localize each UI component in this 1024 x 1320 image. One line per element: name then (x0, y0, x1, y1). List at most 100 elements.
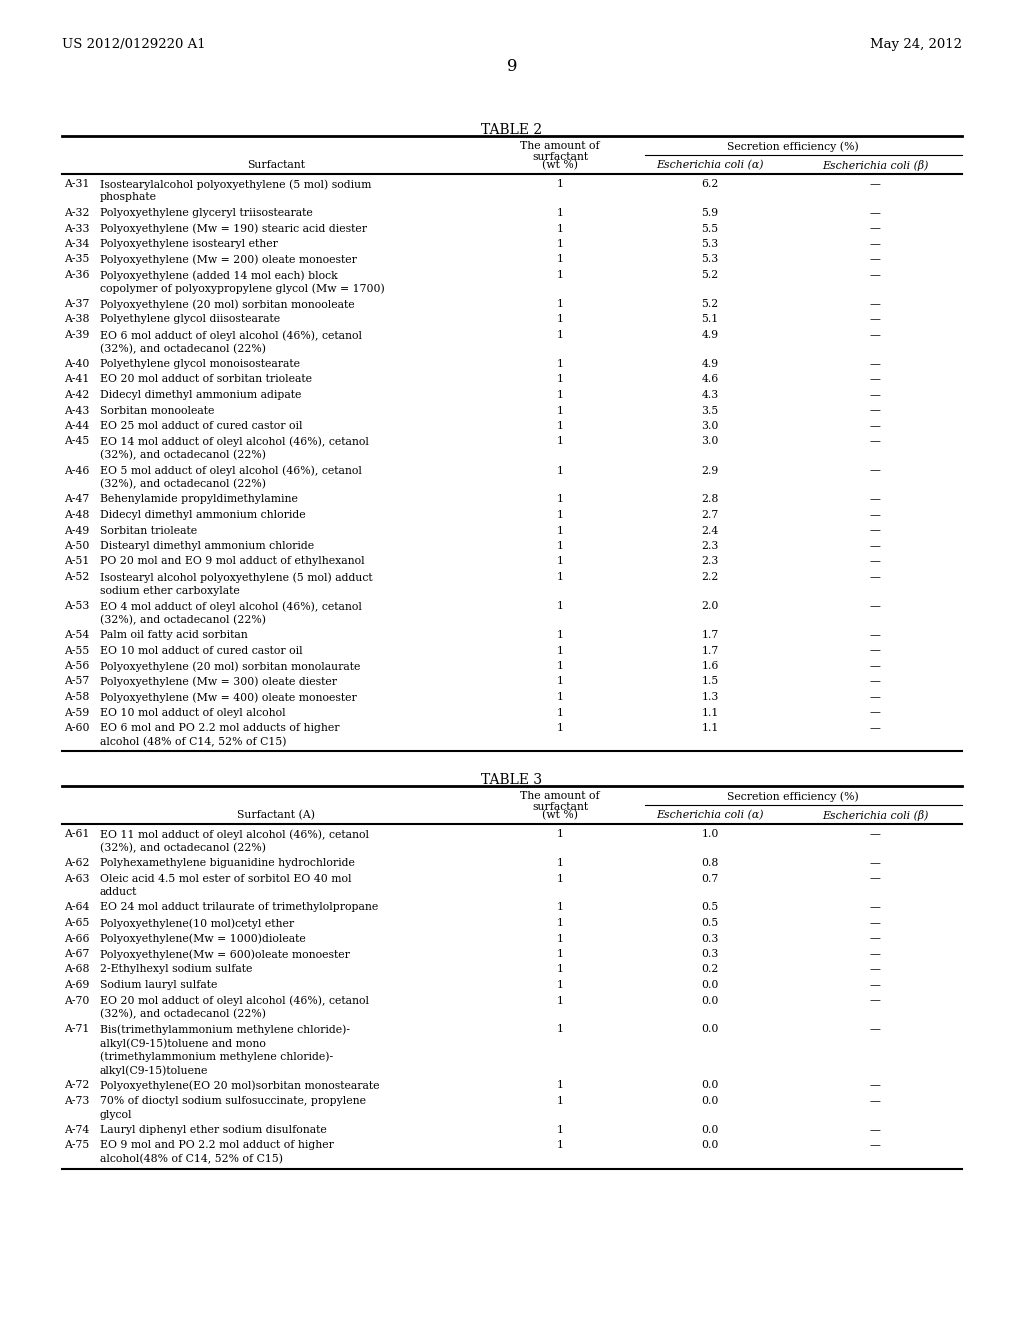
Text: (32%), and octadecanol (22%): (32%), and octadecanol (22%) (100, 479, 266, 490)
Text: Lauryl diphenyl ether sodium disulfonate: Lauryl diphenyl ether sodium disulfonate (100, 1125, 327, 1135)
Text: 1: 1 (556, 271, 563, 280)
Text: A-39: A-39 (63, 330, 89, 341)
Text: (wt %): (wt %) (542, 810, 578, 820)
Text: 1: 1 (556, 933, 563, 944)
Text: (32%), and octadecanol (22%): (32%), and octadecanol (22%) (100, 450, 266, 461)
Text: 1: 1 (556, 300, 563, 309)
Text: 0.2: 0.2 (701, 965, 719, 974)
Text: —: — (869, 874, 881, 883)
Text: Polyethylene glycol diisostearate: Polyethylene glycol diisostearate (100, 314, 281, 325)
Text: 70% of dioctyl sodium sulfosuccinate, propylene: 70% of dioctyl sodium sulfosuccinate, pr… (100, 1096, 366, 1106)
Text: 1: 1 (556, 979, 563, 990)
Text: 1: 1 (556, 359, 563, 370)
Text: 1: 1 (556, 572, 563, 582)
Text: 1: 1 (556, 965, 563, 974)
Text: —: — (869, 300, 881, 309)
Text: Sodium lauryl sulfate: Sodium lauryl sulfate (100, 979, 217, 990)
Text: (32%), and octadecanol (22%): (32%), and octadecanol (22%) (100, 615, 266, 624)
Text: A-52: A-52 (63, 572, 89, 582)
Text: A-54: A-54 (63, 630, 89, 640)
Text: 4.9: 4.9 (701, 359, 719, 370)
Text: 2.7: 2.7 (701, 510, 719, 520)
Text: —: — (869, 466, 881, 475)
Text: A-60: A-60 (63, 723, 89, 733)
Text: 1.1: 1.1 (701, 708, 719, 718)
Text: 2.3: 2.3 (701, 557, 719, 566)
Text: A-41: A-41 (63, 375, 89, 384)
Text: 1: 1 (556, 708, 563, 718)
Text: Escherichia coli (α): Escherichia coli (α) (656, 810, 764, 820)
Text: 0.8: 0.8 (701, 858, 719, 869)
Text: 1: 1 (556, 858, 563, 869)
Text: A-71: A-71 (63, 1024, 89, 1035)
Text: —: — (869, 180, 881, 189)
Text: —: — (869, 1125, 881, 1135)
Text: 0.5: 0.5 (701, 917, 719, 928)
Text: A-47: A-47 (63, 495, 89, 504)
Text: 5.2: 5.2 (701, 300, 719, 309)
Text: —: — (869, 572, 881, 582)
Text: 1: 1 (556, 903, 563, 912)
Text: Polyoxyethylene isostearyl ether: Polyoxyethylene isostearyl ether (100, 239, 278, 249)
Text: EO 6 mol adduct of oleyl alcohol (46%), cetanol: EO 6 mol adduct of oleyl alcohol (46%), … (100, 330, 362, 341)
Text: —: — (869, 692, 881, 702)
Text: —: — (869, 255, 881, 264)
Text: EO 9 mol and PO 2.2 mol adduct of higher: EO 9 mol and PO 2.2 mol adduct of higher (100, 1140, 334, 1151)
Text: Surfactant: Surfactant (247, 160, 305, 170)
Text: A-34: A-34 (63, 239, 89, 249)
Text: surfactant: surfactant (531, 152, 588, 162)
Text: Polyethylene glycol monoisostearate: Polyethylene glycol monoisostearate (100, 359, 300, 370)
Text: 6.2: 6.2 (701, 180, 719, 189)
Text: 0.0: 0.0 (701, 1024, 719, 1035)
Text: alkyl(C9-15)toluene and mono: alkyl(C9-15)toluene and mono (100, 1038, 266, 1048)
Text: Polyoxyethylene (added 14 mol each) block: Polyoxyethylene (added 14 mol each) bloc… (100, 271, 338, 281)
Text: —: — (869, 723, 881, 733)
Text: A-35: A-35 (63, 255, 89, 264)
Text: —: — (869, 601, 881, 611)
Text: 1: 1 (556, 541, 563, 550)
Text: (wt %): (wt %) (542, 160, 578, 170)
Text: Polyoxyethylene glyceryl triisostearate: Polyoxyethylene glyceryl triisostearate (100, 209, 312, 218)
Text: —: — (869, 209, 881, 218)
Text: A-48: A-48 (63, 510, 89, 520)
Text: —: — (869, 437, 881, 446)
Text: —: — (869, 965, 881, 974)
Text: 2-Ethylhexyl sodium sulfate: 2-Ethylhexyl sodium sulfate (100, 965, 252, 974)
Text: Palm oil fatty acid sorbitan: Palm oil fatty acid sorbitan (100, 630, 248, 640)
Text: EO 25 mol adduct of cured castor oil: EO 25 mol adduct of cured castor oil (100, 421, 302, 432)
Text: 4.9: 4.9 (701, 330, 719, 341)
Text: 2.8: 2.8 (701, 495, 719, 504)
Text: A-31: A-31 (63, 180, 89, 189)
Text: 5.1: 5.1 (701, 314, 719, 325)
Text: A-50: A-50 (63, 541, 89, 550)
Text: Distearyl dimethyl ammonium chloride: Distearyl dimethyl ammonium chloride (100, 541, 314, 550)
Text: A-51: A-51 (63, 557, 89, 566)
Text: 1: 1 (556, 874, 563, 883)
Text: 2.4: 2.4 (701, 525, 719, 536)
Text: A-61: A-61 (63, 829, 89, 840)
Text: 9: 9 (507, 58, 517, 75)
Text: 0.0: 0.0 (701, 995, 719, 1006)
Text: EO 24 mol adduct trilaurate of trimethylolpropane: EO 24 mol adduct trilaurate of trimethyl… (100, 903, 378, 912)
Text: 1: 1 (556, 437, 563, 446)
Text: alcohol (48% of C14, 52% of C15): alcohol (48% of C14, 52% of C15) (100, 737, 287, 747)
Text: A-55: A-55 (63, 645, 89, 656)
Text: A-69: A-69 (63, 979, 89, 990)
Text: alkyl(C9-15)toluene: alkyl(C9-15)toluene (100, 1065, 208, 1076)
Text: 5.5: 5.5 (701, 223, 719, 234)
Text: Sorbitan trioleate: Sorbitan trioleate (100, 525, 198, 536)
Text: EO 6 mol and PO 2.2 mol adducts of higher: EO 6 mol and PO 2.2 mol adducts of highe… (100, 723, 340, 733)
Text: —: — (869, 661, 881, 671)
Text: 3.0: 3.0 (701, 421, 719, 432)
Text: A-64: A-64 (63, 903, 89, 912)
Text: 0.5: 0.5 (701, 903, 719, 912)
Text: A-70: A-70 (63, 995, 89, 1006)
Text: —: — (869, 903, 881, 912)
Text: A-72: A-72 (63, 1081, 89, 1090)
Text: (32%), and octadecanol (22%): (32%), and octadecanol (22%) (100, 343, 266, 354)
Text: —: — (869, 645, 881, 656)
Text: 1: 1 (556, 223, 563, 234)
Text: 1.5: 1.5 (701, 676, 719, 686)
Text: 1: 1 (556, 601, 563, 611)
Text: A-42: A-42 (63, 389, 89, 400)
